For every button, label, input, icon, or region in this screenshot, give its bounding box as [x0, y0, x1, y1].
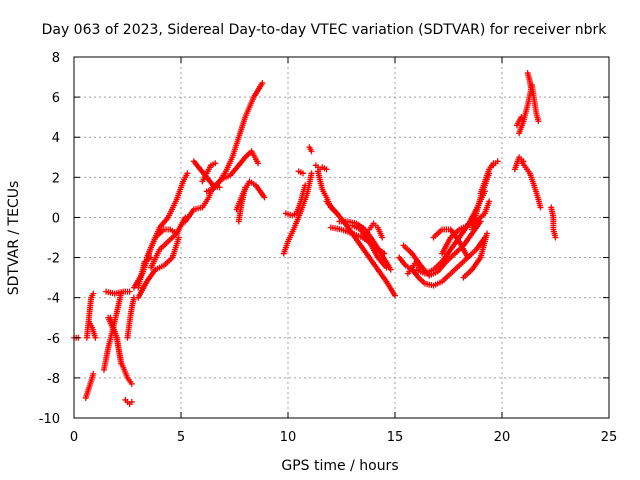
- data-point-markers: [235, 184, 249, 225]
- series-arc-peak-c: [524, 70, 535, 97]
- series-arc-peak-b: [516, 82, 542, 137]
- x-axis-label: GPS time / hours: [281, 458, 398, 474]
- data-point-markers: [511, 154, 527, 173]
- data-points: [71, 70, 559, 407]
- series-arc-early-i: [122, 396, 135, 407]
- data-point-markers: [199, 160, 219, 185]
- axis-ticks: 0 5 10 15 20 25 -10 -8 -6 -4 -2 0 2 4 6 8: [39, 51, 618, 445]
- y-tick-label: -2: [47, 252, 60, 267]
- series-arc-tail-a: [548, 204, 559, 241]
- data-point-markers: [85, 318, 99, 341]
- plot-frame: [73, 56, 610, 419]
- data-point-markers: [524, 70, 535, 97]
- data-point-markers: [105, 314, 125, 367]
- data-point-markers: [469, 170, 493, 233]
- series-arc-ten-c: [295, 168, 306, 177]
- data-point-markers: [513, 114, 527, 129]
- series-arc-mid2-e: [366, 220, 386, 241]
- y-axis-label: SDTVAR / TECUs: [6, 181, 22, 296]
- series-arc-peak-e: [518, 158, 544, 211]
- y-tick-label: 2: [52, 171, 60, 186]
- data-point-markers: [122, 396, 135, 407]
- series-arc-late-d: [404, 258, 424, 277]
- data-point-markers: [548, 204, 559, 241]
- x-tick-label: 20: [494, 430, 511, 445]
- y-tick-label: -4: [47, 292, 60, 307]
- data-point-markers: [312, 162, 324, 173]
- data-point-markers: [82, 370, 97, 401]
- series-arc-early-f: [103, 288, 133, 297]
- x-tick-label: 0: [70, 430, 78, 445]
- grid-lines: [74, 57, 609, 418]
- y-tick-label: -10: [39, 412, 60, 427]
- series-arc-mid-f: [199, 160, 219, 185]
- data-point-markers: [135, 254, 155, 291]
- chart-title: Day 063 of 2023, Sidereal Day-to-day VTE…: [42, 22, 608, 38]
- y-tick-label: 6: [52, 91, 60, 106]
- series-arc-ten-b: [282, 182, 309, 219]
- data-point-markers: [323, 198, 398, 299]
- data-point-markers: [135, 234, 182, 301]
- series-arc-early-b: [82, 370, 97, 401]
- series-arc-rise-b: [135, 234, 182, 301]
- series-arc-early-j: [124, 294, 137, 341]
- data-point-markers: [490, 158, 501, 169]
- series-arc-early-h: [105, 314, 125, 367]
- series-arc-mid2-c: [336, 218, 394, 273]
- series-arc-peak-d: [513, 114, 527, 129]
- data-point-markers: [336, 218, 394, 273]
- data-point-markers: [148, 214, 189, 271]
- data-point-markers: [280, 170, 315, 257]
- data-point-markers: [210, 148, 262, 191]
- y-tick-label: -8: [47, 372, 60, 387]
- data-point-markers: [516, 82, 542, 137]
- y-tick-label: 4: [52, 131, 60, 146]
- series-arc-mid2-d: [349, 222, 390, 271]
- series-arc-ten-a: [280, 170, 315, 257]
- data-point-markers: [518, 158, 544, 211]
- series-arc-early-d: [85, 318, 99, 341]
- x-tick-label: 25: [601, 430, 618, 445]
- x-tick-label: 15: [387, 430, 404, 445]
- data-point-markers: [103, 288, 133, 297]
- series-arc-mid-e: [235, 184, 249, 225]
- series-arc-peak-f: [511, 154, 527, 173]
- data-point-markers: [282, 182, 309, 219]
- series-arc-late-g: [460, 230, 491, 281]
- data-point-markers: [124, 294, 137, 341]
- series-arc-late-i: [469, 170, 493, 233]
- data-point-markers: [366, 220, 386, 241]
- y-tick-label: 0: [52, 211, 60, 226]
- series-arc-rise-d: [148, 214, 189, 271]
- data-point-markers: [306, 144, 315, 155]
- series-arc-peak-a: [490, 158, 501, 169]
- x-tick-label: 10: [280, 430, 297, 445]
- series-arc-rise-e: [135, 254, 155, 291]
- y-tick-label: -6: [47, 332, 60, 347]
- series-arc-ten-d: [306, 144, 315, 155]
- series-arc-mid2-a: [323, 198, 398, 299]
- y-tick-label: 8: [52, 51, 60, 66]
- data-point-markers: [460, 230, 491, 281]
- data-point-markers: [319, 164, 330, 173]
- data-point-markers: [295, 168, 306, 177]
- x-tick-label: 5: [177, 430, 185, 445]
- series-arc-ten-f: [312, 162, 324, 173]
- data-point-markers: [349, 222, 390, 271]
- series-arc-ten-g: [319, 164, 330, 173]
- series-arc-mid-c: [210, 148, 262, 191]
- data-point-markers: [404, 258, 424, 277]
